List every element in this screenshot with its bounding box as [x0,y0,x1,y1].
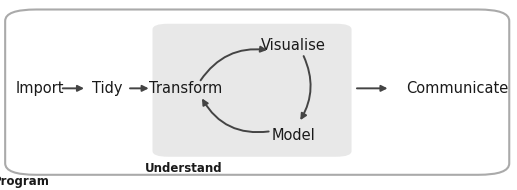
Text: Understand: Understand [145,162,222,175]
Text: Transform: Transform [149,81,223,96]
FancyBboxPatch shape [5,10,509,175]
Text: Tidy: Tidy [93,81,123,96]
FancyBboxPatch shape [153,24,352,157]
Text: Model: Model [271,128,315,143]
Text: Import: Import [16,81,65,96]
Text: Communicate: Communicate [406,81,509,96]
Text: Visualise: Visualise [261,38,326,53]
Text: Program: Program [0,175,50,188]
